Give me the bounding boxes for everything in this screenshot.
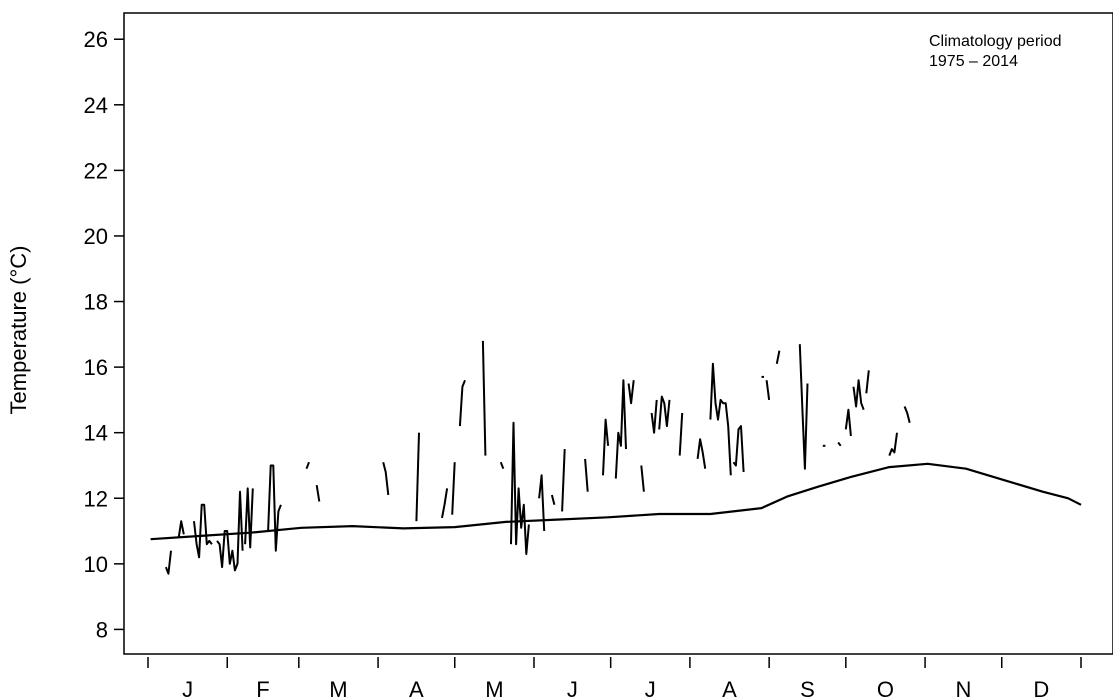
- x-tick-label: F: [256, 677, 269, 700]
- observed-segment: [561, 449, 566, 512]
- y-axis-label: Temperature (°C): [6, 246, 31, 415]
- observed-segment: [458, 379, 466, 427]
- observed-segment: [696, 438, 707, 469]
- observed-segment: [709, 362, 732, 476]
- climatology-annotation-line-2: 1975 – 2014: [929, 53, 1018, 70]
- observed-segment: [305, 461, 310, 470]
- x-tick-label: D: [1033, 677, 1049, 700]
- observed-segment: [775, 350, 781, 364]
- observed-segment: [614, 379, 627, 479]
- y-tick-label: 12: [84, 486, 108, 511]
- x-tick-label: J: [645, 677, 656, 700]
- observed-segment: [382, 461, 390, 496]
- observed-segment: [267, 464, 282, 552]
- x-tick-label: M: [329, 677, 347, 700]
- observed-segment: [441, 488, 449, 519]
- x-tick-label: J: [182, 677, 193, 700]
- observed-segment: [510, 421, 530, 555]
- y-tick-label: 24: [84, 93, 108, 118]
- x-tick-label: O: [877, 677, 894, 700]
- x-tick-label: M: [485, 677, 503, 700]
- observed-segment: [451, 462, 456, 515]
- climatology-line: [150, 462, 1082, 541]
- observed-segment: [315, 484, 321, 502]
- y-axis: 8 10 12 14 16 18 20 22 24 26: [84, 27, 124, 642]
- y-tick-label: 14: [84, 421, 108, 446]
- observed-segment: [888, 432, 898, 456]
- y-tick-label: 20: [84, 224, 108, 249]
- observed-segment: [481, 340, 487, 456]
- observed-segment: [798, 344, 809, 470]
- observed-segment: [164, 550, 172, 575]
- x-tick-label: A: [409, 677, 424, 700]
- series-layer: [150, 340, 1082, 575]
- observed-segment: [658, 395, 671, 430]
- climatology-annotation-line-1: Climatology period: [929, 33, 1062, 50]
- y-tick-label: 26: [84, 27, 108, 52]
- observed-segment: [865, 370, 870, 394]
- x-tick-label: S: [800, 677, 815, 700]
- observed-segment: [650, 399, 658, 434]
- observed-segment: [499, 461, 505, 470]
- observed-segment: [765, 380, 771, 401]
- observed-segment: [627, 380, 635, 405]
- x-tick-label: A: [722, 677, 737, 700]
- plot-frame: [123, 12, 1113, 655]
- observed-segment: [193, 503, 213, 559]
- observed-segment: [177, 520, 185, 538]
- y-tick-label: 22: [84, 158, 108, 183]
- observed-segment: [550, 494, 556, 506]
- observed-segment: [640, 465, 645, 492]
- y-tick-label: 8: [96, 617, 108, 642]
- observed-segment: [844, 408, 852, 437]
- observed-segment: [732, 425, 745, 473]
- observed-segment: [538, 474, 546, 532]
- observed-segment: [244, 487, 254, 549]
- x-tick-label: J: [567, 677, 578, 700]
- observed-segment: [584, 458, 589, 492]
- observed-segment: [678, 412, 684, 456]
- observed-segment: [837, 441, 842, 447]
- observed-segment: [903, 406, 911, 424]
- y-tick-label: 18: [84, 290, 108, 315]
- observed-segment: [216, 490, 244, 572]
- observed-segment: [852, 379, 865, 411]
- x-tick-label: N: [955, 677, 971, 700]
- observed-segment: [602, 418, 610, 476]
- y-tick-label: 10: [84, 552, 108, 577]
- y-tick-label: 16: [84, 355, 108, 380]
- observed-segment: [415, 432, 420, 522]
